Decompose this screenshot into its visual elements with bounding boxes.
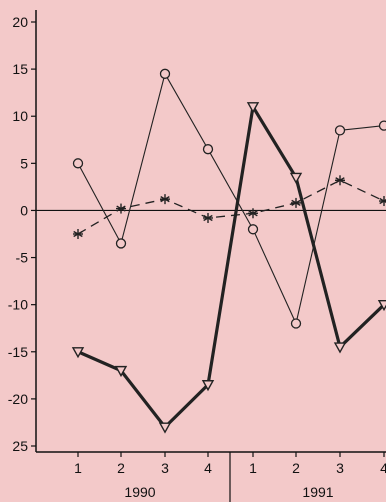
data-point-asterisk: [73, 229, 83, 239]
y-tick-label: -15: [8, 344, 28, 360]
data-point-asterisk: [203, 213, 213, 223]
y-tick-label: 10: [12, 108, 28, 124]
x-tick-label: 2: [292, 460, 300, 476]
series-layer: [73, 69, 386, 432]
data-point-asterisk: [291, 198, 301, 208]
y-tick-group: 20 15 10 5 0 -5 -10 -15 -20 25: [8, 14, 36, 454]
data-point-circle: [117, 239, 126, 248]
series-triangle-down: [73, 103, 386, 432]
data-point-asterisk: [116, 204, 126, 214]
data-point-circle: [249, 225, 258, 234]
data-point-triangle: [160, 423, 170, 432]
y-tick-label: 5: [20, 155, 28, 171]
y-tick-label: 25: [12, 438, 28, 454]
x-group-label-1991: 1991: [302, 484, 333, 500]
y-tick-label: -10: [8, 297, 28, 313]
data-point-circle: [161, 69, 170, 78]
data-point-circle: [292, 319, 301, 328]
data-point-circle: [204, 145, 213, 154]
x-tick-label: 4: [380, 460, 386, 476]
series-circle: [74, 69, 386, 328]
series-line: [78, 74, 384, 324]
series-asterisk: [73, 175, 386, 239]
y-tick-label: -5: [16, 250, 29, 266]
data-point-asterisk: [335, 175, 345, 185]
data-point-circle: [336, 126, 345, 135]
y-tick-label: 20: [12, 14, 28, 30]
chart-axes: [36, 10, 386, 502]
x-tick-label: 1: [74, 460, 82, 476]
x-group-label-1990: 1990: [124, 484, 155, 500]
data-point-asterisk: [379, 196, 386, 206]
data-point-circle: [380, 121, 386, 130]
y-tick-label: 15: [12, 61, 28, 77]
x-tick-label: 4: [204, 460, 212, 476]
x-tick-label: 2: [117, 460, 125, 476]
data-point-asterisk: [160, 194, 170, 204]
x-tick-label: 1: [249, 460, 257, 476]
data-point-triangle: [291, 173, 301, 182]
data-point-triangle: [335, 343, 345, 352]
y-tick-label: 0: [20, 202, 28, 218]
data-point-asterisk: [248, 208, 258, 218]
x-tick-label: 3: [336, 460, 344, 476]
data-point-circle: [74, 159, 83, 168]
series-line: [78, 107, 384, 427]
x-tick-label: 3: [161, 460, 169, 476]
y-tick-label: -20: [8, 391, 28, 407]
x-group-labels: 1990 1991: [124, 484, 333, 500]
